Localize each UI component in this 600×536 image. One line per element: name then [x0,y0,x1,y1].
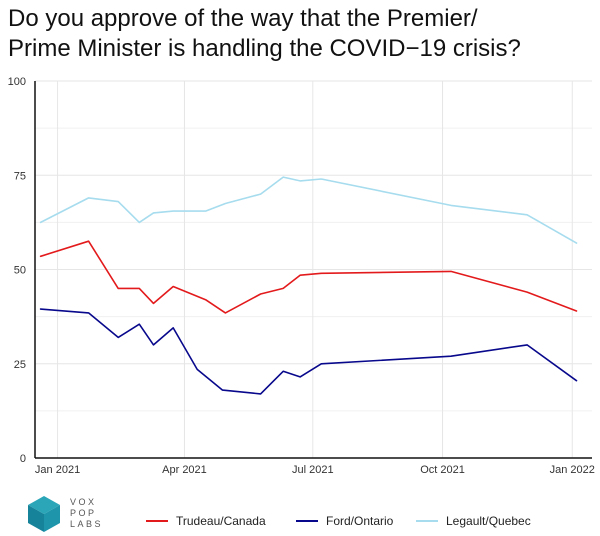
y-tick-label: 0 [20,453,26,465]
logo-wordmark: VOX POP LABS [70,497,103,530]
legend-item-ford: Ford/Ontario [296,511,393,531]
legend-label-trudeau: Trudeau/Canada [176,514,266,528]
y-tick-label: 25 [14,359,26,371]
chart-legend: Trudeau/Canada Ford/Ontario Legault/Queb… [0,511,600,531]
legend-swatch-trudeau [146,520,168,522]
legend-item-trudeau: Trudeau/Canada [146,511,266,531]
y-tick-label: 50 [14,265,26,277]
logo-line-vox: VOX [70,497,97,507]
series-line-trudeau-canada [39,240,578,314]
logo-line-pop: POP [70,508,97,518]
x-tick-label: Jan 2022 [550,464,595,476]
legend-swatch-legault [416,520,438,522]
chart-title-line-2: Prime Minister is handling the COVID−19 … [8,35,521,62]
legend-label-legault: Legault/Quebec [446,514,531,528]
x-tick-label: Jul 2021 [292,464,334,476]
x-tick-label: Jan 2021 [35,464,80,476]
chart-title-line-1: Do you approve of the way that the Premi… [8,5,478,32]
y-tick-label: 100 [8,76,26,88]
x-tick-label: Oct 2021 [420,464,465,476]
legend-item-legault: Legault/Quebec [416,511,531,531]
legend-label-ford: Ford/Ontario [326,514,394,528]
chart-title: Do you approve of the way that the Premi… [8,4,598,64]
cube-logo-icon [28,496,60,532]
y-tick-label: 75 [14,170,26,182]
series-line-legault-quebec [39,176,578,244]
x-tick-label: Apr 2021 [162,464,207,476]
legend-swatch-ford [296,520,318,522]
series-line-ford-ontario [39,308,578,395]
logo-line-labs: LABS [70,519,104,529]
